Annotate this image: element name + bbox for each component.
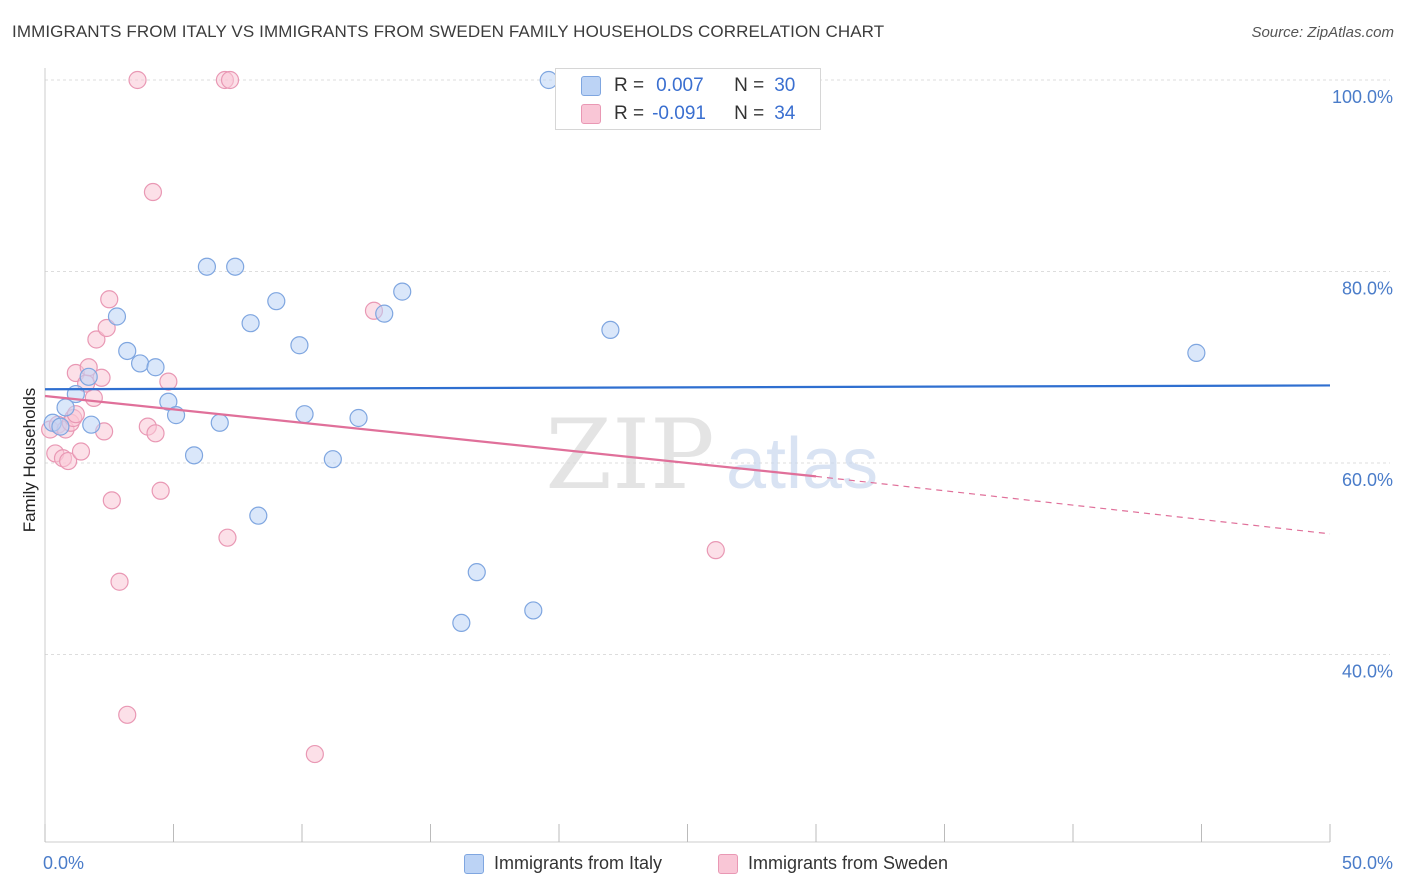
axes <box>44 68 1331 843</box>
italy-point <box>82 415 101 434</box>
italy-swatch <box>581 76 601 96</box>
x-tick-label: 0.0% <box>43 853 84 873</box>
italy-point <box>524 601 543 620</box>
sweden-n-label: N = <box>734 103 765 124</box>
sweden-point <box>151 481 170 500</box>
sweden-n-value: 34 <box>774 103 796 124</box>
x-tick-label: 50.0% <box>1342 853 1393 873</box>
italy-point <box>375 304 394 323</box>
correlation-legend: R = 0.007 N = 30 R = -0.091 N = 34 <box>555 68 821 130</box>
sweden-point <box>128 70 147 90</box>
y-tick-label: 40.0% <box>1342 662 1393 682</box>
sweden-point <box>97 318 116 338</box>
italy-point <box>349 408 368 428</box>
sweden-point <box>218 528 237 547</box>
sweden-point <box>118 705 137 724</box>
y-tick-label: 60.0% <box>1342 470 1393 490</box>
italy-point <box>295 405 314 424</box>
sweden-point <box>143 182 163 202</box>
italy-point <box>241 314 260 333</box>
sweden-trend-extension <box>815 475 1331 535</box>
italy-point <box>1187 343 1206 362</box>
watermark-zip: ZIP <box>545 399 714 511</box>
italy-point <box>79 367 98 386</box>
italy-trend-line <box>44 384 1331 391</box>
sweden-legend-swatch <box>718 853 738 874</box>
sweden-point <box>305 744 324 764</box>
italy-point <box>226 257 245 276</box>
gridlines <box>45 79 1390 655</box>
sweden-point <box>100 290 119 309</box>
legend-label-sweden: Immigrants from Sweden <box>748 853 949 873</box>
italy-point <box>601 320 620 340</box>
zipatlas-watermark: ZIP atlas <box>545 399 878 511</box>
sweden-point <box>146 424 165 443</box>
sweden-r-value: -0.091 <box>652 103 706 124</box>
italy-point <box>323 450 342 469</box>
sweden-point <box>159 372 178 391</box>
inset-row-sweden: R = -0.091 N = 34 <box>581 101 796 127</box>
sweden-swatch <box>581 104 601 124</box>
sweden-point <box>102 491 121 510</box>
italy-legend-swatch <box>464 853 484 874</box>
chart-title: IMMIGRANTS FROM ITALY VS IMMIGRANTS FROM… <box>12 22 885 41</box>
trend-lines <box>44 384 1331 535</box>
sweden-point <box>84 388 103 407</box>
italy-point <box>146 358 165 377</box>
sweden-trend-line <box>44 394 817 478</box>
italy-point <box>130 354 150 373</box>
bottom-legend: Immigrants from Italy Immigrants from Sw… <box>0 851 1406 877</box>
sweden-r-label: R = <box>614 103 645 124</box>
sweden-point <box>220 70 240 90</box>
italy-n-value: 30 <box>774 75 796 96</box>
legend-label-italy: Immigrants from Italy <box>494 853 663 873</box>
source-credit: Source: ZipAtlas.com <box>1251 24 1394 41</box>
sweden-point <box>110 572 129 591</box>
italy-points <box>43 70 1206 633</box>
y-tick-label: 80.0% <box>1342 279 1393 299</box>
italy-point <box>107 307 127 326</box>
italy-n-label: N = <box>734 75 765 96</box>
italy-point <box>159 392 178 411</box>
legend-item-sweden: Immigrants from Sweden <box>718 853 948 874</box>
italy-point <box>290 336 309 355</box>
y-tick-label: 100.0% <box>1332 87 1393 107</box>
italy-point <box>210 413 229 432</box>
italy-r-value: 0.007 <box>656 75 704 96</box>
sweden-point <box>706 541 725 560</box>
legend-item-italy: Immigrants from Italy <box>464 853 662 874</box>
watermark-atlas: atlas <box>726 424 878 504</box>
italy-point <box>452 613 471 633</box>
italy-point <box>118 341 137 361</box>
italy-point <box>267 292 286 311</box>
tick-labels: 40.0% 60.0% 80.0% 100.0% 0.0% 50.0% <box>43 87 1393 873</box>
sweden-point <box>87 330 106 349</box>
italy-point <box>197 257 217 276</box>
italy-point <box>249 506 268 525</box>
italy-r-label: R = <box>614 75 645 96</box>
italy-point <box>184 446 204 465</box>
italy-point <box>467 563 486 582</box>
italy-point <box>51 417 70 436</box>
italy-point <box>393 282 412 301</box>
sweden-point <box>71 442 91 461</box>
inset-row-italy: R = 0.007 N = 30 <box>581 73 796 99</box>
sweden-point <box>59 451 78 471</box>
